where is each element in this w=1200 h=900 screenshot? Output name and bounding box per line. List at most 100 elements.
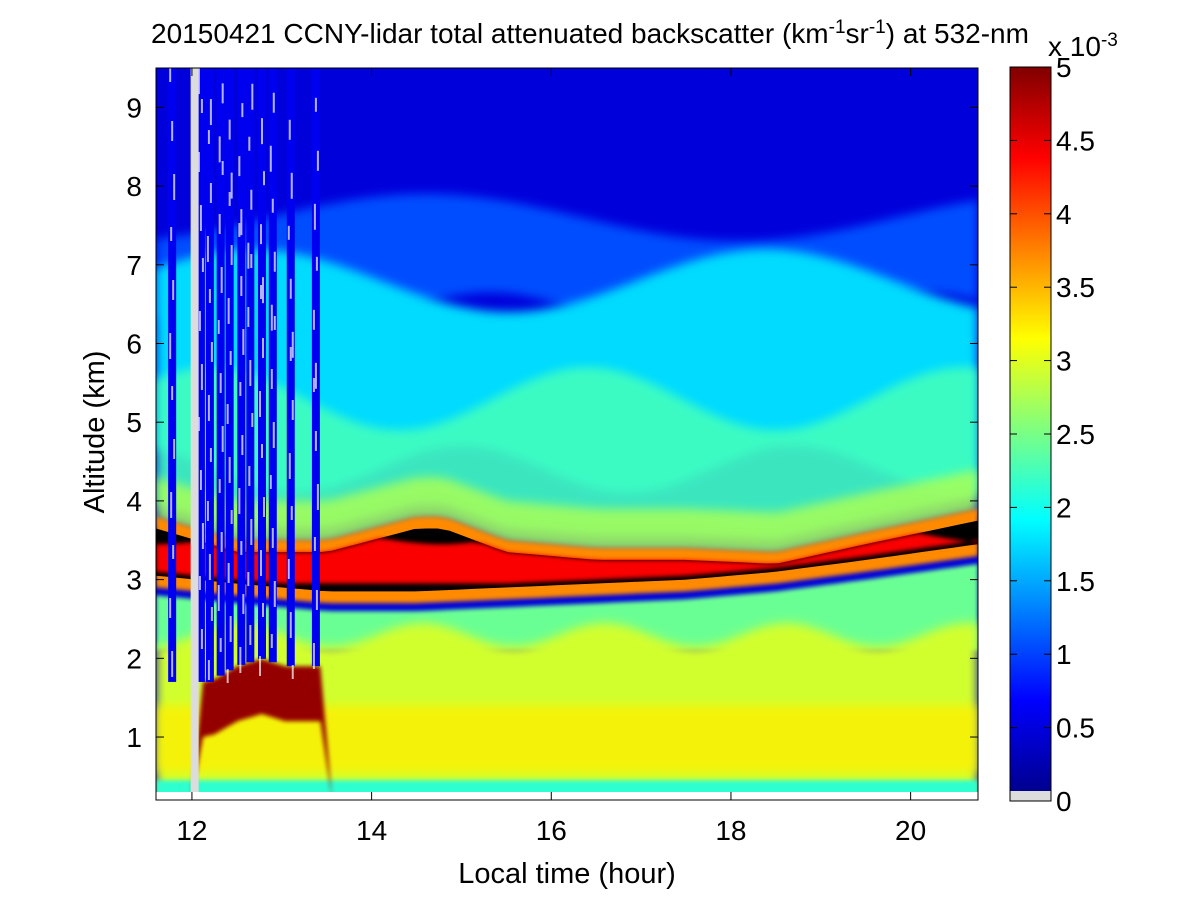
noise-speckle (201, 258, 204, 272)
noise-speckle (197, 152, 200, 172)
colorbar-tick-label: 2 (1056, 492, 1072, 523)
noise-speckle (262, 603, 265, 617)
noise-speckle (207, 130, 210, 144)
noise-speckle (272, 422, 275, 448)
noise-speckle (271, 528, 274, 548)
noise-speckle (210, 607, 213, 621)
noise-speckle (229, 616, 232, 642)
noise-speckle (287, 225, 290, 240)
noise-speckle (273, 316, 276, 330)
noise-speckle (291, 665, 294, 679)
noise-speckle (291, 400, 294, 420)
noise-speckle (209, 448, 212, 462)
noise-speckle (206, 236, 209, 262)
noise-column (216, 68, 225, 676)
noise-speckle (172, 545, 175, 559)
noise-speckle (287, 559, 290, 579)
noise-speckle (221, 161, 224, 175)
noise-speckle (173, 439, 176, 459)
noise-speckle (228, 119, 231, 140)
noise-speckle (250, 254, 253, 268)
noise-speckle (291, 331, 294, 358)
noise-speckle (241, 103, 244, 118)
noise-speckle (261, 444, 264, 458)
noise-speckle (228, 457, 231, 483)
colorbar-ticks: 0 0.5 1 1.5 2 2.5 3 3.5 4 4.5 5 (1010, 52, 1095, 817)
noise-speckle (270, 634, 273, 648)
noise-speckle (218, 479, 221, 493)
noise-speckle (227, 563, 230, 583)
colorbar-tick-label: 4.5 (1056, 125, 1095, 156)
noise-speckle (200, 99, 203, 113)
x-tick-label: 18 (715, 815, 746, 846)
noise-speckle (226, 404, 229, 424)
colorbar-tick-label: 3 (1056, 346, 1072, 377)
noise-speckle (230, 172, 233, 199)
noise-column (258, 68, 267, 659)
noise-speckle (198, 576, 201, 590)
noise-speckle (169, 68, 172, 82)
x-axis-label: Local time (hour) (458, 858, 676, 890)
noise-speckle (316, 484, 319, 510)
noise-speckle (226, 669, 229, 683)
noise-speckle (315, 590, 318, 610)
colorbar-tick-label: 3.5 (1056, 272, 1095, 303)
x-axis-ticks: 12 14 16 18 20 (176, 68, 926, 846)
y-axis-label: Altitude (km) (79, 351, 111, 514)
noise-speckle (197, 68, 200, 95)
y-tick-label: 7 (126, 250, 142, 281)
noise-speckle (221, 426, 224, 452)
noise-speckle (220, 267, 223, 293)
noise-speckle (217, 585, 220, 611)
colorbar-tick-label: 1.5 (1056, 566, 1095, 597)
noise-speckle (173, 174, 176, 200)
y-axis-ticks: 1 2 3 4 5 6 7 8 9 (126, 92, 978, 753)
x-tick-label: 12 (176, 815, 207, 846)
noise-speckle (220, 532, 223, 552)
noise-speckle (200, 629, 203, 649)
noise-speckle (288, 119, 291, 140)
noise-speckle (248, 466, 251, 486)
y-tick-label: 3 (126, 565, 142, 596)
noise-speckle (206, 501, 209, 521)
noise-speckle (316, 150, 319, 171)
noise-speckle (249, 625, 252, 645)
noise-speckle (260, 285, 263, 299)
y-tick-label: 2 (126, 643, 142, 674)
noise-speckle (260, 224, 263, 245)
noise-speckle (240, 541, 243, 555)
noise-speckle (209, 183, 212, 203)
noise-column (205, 68, 214, 682)
noise-speckle (200, 364, 203, 390)
noise-speckle (251, 413, 254, 427)
noise-speckle (272, 92, 275, 113)
noise-column (168, 68, 177, 682)
noise-speckle (241, 435, 244, 455)
noise-speckle (201, 523, 204, 549)
noise-speckle (290, 172, 293, 199)
noise-speckle (239, 382, 242, 396)
noise-speckle (263, 497, 266, 517)
noise-speckle (170, 227, 173, 241)
noise-speckle (230, 245, 233, 265)
noise-speckle (219, 638, 222, 652)
noise-speckle (270, 369, 273, 389)
noise-speckle (219, 373, 222, 393)
noise-speckle (207, 660, 210, 680)
noise-speckle (199, 205, 202, 231)
near-surface-band (156, 780, 978, 792)
data-gap-column (190, 68, 199, 792)
noise-speckle (199, 470, 202, 490)
noise-speckle (228, 192, 231, 206)
noise-speckle (169, 598, 172, 618)
noise-speckle (289, 278, 292, 299)
noise-speckle (217, 320, 220, 334)
noise-speckle (314, 431, 317, 451)
noise-speckle (312, 309, 315, 330)
noise-speckle (270, 304, 273, 331)
noise-speckle (238, 156, 241, 177)
noise-speckle (313, 537, 316, 551)
plot-frame (155, 67, 979, 801)
noise-speckle (263, 171, 266, 186)
